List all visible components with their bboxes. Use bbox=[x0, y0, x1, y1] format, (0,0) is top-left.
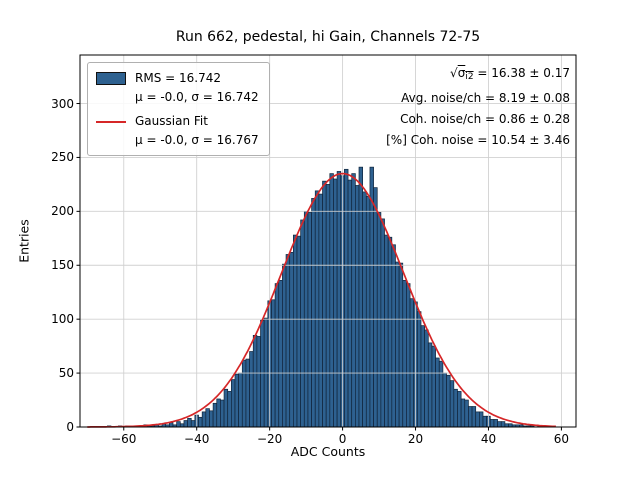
stats-annotations: √σi2 = 16.38 ± 0.17 Avg. noise/ch = 8.19… bbox=[386, 63, 570, 151]
legend-rms-stats: μ = -0.0, σ = 16.742 bbox=[135, 90, 259, 104]
annotation-sqrt-sigma: √σi2 = 16.38 ± 0.17 bbox=[450, 66, 570, 82]
y-axis-label: Entries bbox=[16, 219, 32, 263]
y-tick-label: 100 bbox=[51, 312, 74, 327]
legend-fit-line-swatch bbox=[96, 112, 126, 131]
y-tick-label: 150 bbox=[51, 258, 74, 273]
y-tick-label: 250 bbox=[51, 150, 74, 165]
x-tick-label: 20 bbox=[407, 432, 424, 446]
x-tick-label: 0 bbox=[338, 432, 347, 446]
y-tick-label: 300 bbox=[51, 96, 74, 111]
x-tick-label: −40 bbox=[184, 432, 210, 446]
y-tick-label: 200 bbox=[51, 204, 74, 219]
legend-rms-label: RMS = 16.742 bbox=[135, 71, 221, 85]
x-axis-label: ADC Counts bbox=[290, 444, 366, 459]
annotation-avg-noise: Avg. noise/ch = 8.19 ± 0.08 bbox=[401, 91, 570, 105]
legend-entry-histogram: RMS = 16.742 μ = -0.0, σ = 16.742 bbox=[96, 69, 259, 107]
legend-fit-stats: μ = -0.0, σ = 16.767 bbox=[135, 133, 259, 147]
x-tick-label: 60 bbox=[553, 432, 570, 446]
x-tick-label: −20 bbox=[256, 432, 283, 446]
annotation-pct-coh-noise: [%] Coh. noise = 10.54 ± 3.46 bbox=[386, 133, 570, 147]
legend-histogram-swatch bbox=[96, 69, 126, 88]
x-tick-label: −60 bbox=[111, 432, 137, 446]
legend-histogram-text: RMS = 16.742 μ = -0.0, σ = 16.742 bbox=[135, 69, 259, 107]
legend-fit-label: Gaussian Fit bbox=[135, 114, 208, 128]
legend-fit-text: Gaussian Fit μ = -0.0, σ = 16.767 bbox=[135, 112, 259, 150]
y-tick-label: 50 bbox=[58, 366, 74, 381]
legend: RMS = 16.742 μ = -0.0, σ = 16.742 Gaussi… bbox=[87, 62, 270, 156]
x-tick-label: 40 bbox=[480, 432, 497, 446]
annotation-coh-noise: Coh. noise/ch = 0.86 ± 0.28 bbox=[400, 112, 570, 126]
chart-title: Run 662, pedestal, hi Gain, Channels 72-… bbox=[175, 29, 481, 45]
legend-entry-fit: Gaussian Fit μ = -0.0, σ = 16.767 bbox=[96, 112, 259, 150]
y-tick-label: 0 bbox=[66, 420, 74, 434]
